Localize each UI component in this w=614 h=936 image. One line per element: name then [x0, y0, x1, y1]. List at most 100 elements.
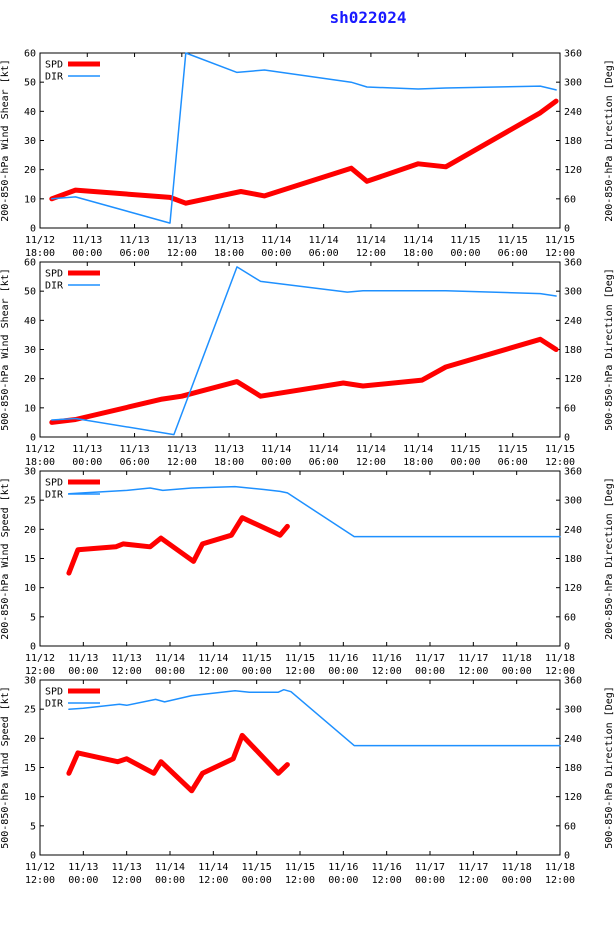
panel-1-x-tick-label-time: 00:00 [450, 248, 480, 259]
panel-3-x-tick-label-time: 00:00 [415, 666, 445, 677]
panel-1-left-tick-label: 20 [24, 165, 36, 176]
panel-4-left-tick-label: 20 [24, 734, 36, 745]
panel-1-x-tick-label-time: 12:00 [356, 248, 386, 259]
panel-1-x-tick-label-date: 11/14 [356, 235, 386, 246]
panel-3-x-tick-label-time: 12:00 [112, 666, 142, 677]
panel-3-x-tick-label-time: 12:00 [198, 666, 228, 677]
panel-2-x-tick-label-date: 11/13 [72, 444, 102, 455]
panel-4-x-tick-label-date: 11/12 [25, 862, 55, 873]
panel-3-legend-spd-label: SPD [45, 478, 63, 489]
panel-1-left-tick-label: 30 [24, 136, 36, 147]
panel-2-x-tick-label-time: 18:00 [25, 457, 55, 468]
panel-1-x-tick-label-time: 06:00 [498, 248, 528, 259]
panel-3-x-tick-label-date: 11/12 [25, 653, 55, 664]
panel-3-x-tick-label-time: 12:00 [285, 666, 315, 677]
panel-3-x-tick-label-date: 11/18 [502, 653, 532, 664]
panel-4-x-tick-label-date: 11/13 [112, 862, 142, 873]
panel-3-left-tick-label: 10 [24, 583, 36, 594]
panel-4-frame [39, 679, 561, 856]
panel-4-x-tick-label-date: 11/16 [372, 862, 402, 873]
panel-1-x-tick-label-time: 12:00 [545, 248, 575, 259]
panel-1-legend-spd-label: SPD [45, 60, 63, 71]
panel-1-x-tick-label-date: 11/13 [214, 235, 244, 246]
panel-2-x-tick-label-time: 18:00 [214, 457, 244, 468]
panel-3-left-tick-label: 5 [30, 612, 36, 623]
panel-1-series-spd-line [49, 98, 559, 206]
panel-3-x-tick-label-date: 11/15 [242, 653, 272, 664]
panel-3-x-tick-label-date: 11/18 [545, 653, 575, 664]
panel-2-x-tick-label-time: 06:00 [498, 457, 528, 468]
panel-4-x-tick-label-time: 12:00 [25, 875, 55, 886]
panel-2-right-tick-label: 180 [564, 345, 582, 356]
panel-1-series-dir-line [51, 52, 557, 224]
panel-2-left-tick-label: 0 [30, 433, 36, 444]
panel-3-series-spd-line [66, 515, 290, 576]
panel-2-left-tick-label: 50 [24, 287, 36, 298]
panel-1-x-tick-label-date: 11/12 [25, 235, 55, 246]
panel-4-x-tick-label-date: 11/18 [545, 862, 575, 873]
chart-title: sh022024 [329, 8, 407, 27]
panel-4-x-tick-label-time: 00:00 [155, 875, 185, 886]
panel-4-left-tick-label: 25 [24, 705, 36, 716]
panel-2-x-tick-label-date: 11/15 [545, 444, 575, 455]
panel-1-left-tick-label: 0 [30, 224, 36, 235]
panel-4-right-axis-label: 500-850-hPa Direction [Deg] [604, 686, 614, 849]
panel-4-x-tick-label-date: 11/14 [155, 862, 185, 873]
panel-4-x-tick-label-time: 12:00 [285, 875, 315, 886]
panel-4-right-tick-label: 240 [564, 734, 582, 745]
panel-3-x-tick-label-time: 00:00 [328, 666, 358, 677]
panel-1-x-tick-label-time: 18:00 [214, 248, 244, 259]
panel-4-left-tick-label: 15 [24, 763, 36, 774]
panel-2-legend-spd-label: SPD [45, 269, 63, 280]
panel-4-series-dir-line [68, 688, 561, 747]
panel-1-x-tick-label-time: 18:00 [403, 248, 433, 259]
panel-4-x-tick-label-time: 12:00 [198, 875, 228, 886]
panel-3-right-tick-label: 240 [564, 525, 582, 536]
panel-2-x-tick-label-date: 11/14 [356, 444, 386, 455]
panel-4-x-tick-label-date: 11/16 [328, 862, 358, 873]
panel-4-x-tick-label-time: 12:00 [112, 875, 142, 886]
panel-4-legend-spd-label: SPD [45, 687, 63, 698]
panel-3-x-tick-label-time: 12:00 [25, 666, 55, 677]
panel-2-right-tick-label: 60 [564, 403, 576, 414]
panel-2-x-tick-label-date: 11/13 [119, 444, 149, 455]
panel-1-left-tick-label: 10 [24, 194, 36, 205]
panel-2-right-axis-label: 500-850-hPa Direction [Deg] [604, 268, 614, 431]
panel-4-right-tick-label: 0 [564, 851, 570, 862]
panel-4-left-axis-label: 500-850-hPa Wind Speed [kt] [0, 686, 11, 849]
panel-1-x-tick-label-time: 06:00 [119, 248, 149, 259]
panel-4-left-tick-label: 0 [30, 851, 36, 862]
panel-4-legend-dir-label: DIR [45, 699, 64, 710]
panel-3-x-tick-label-time: 00:00 [155, 666, 185, 677]
panel-3-frame [39, 470, 561, 647]
panel-3-x-tick-label-time: 12:00 [372, 666, 402, 677]
panel-2-x-tick-label-time: 00:00 [72, 457, 102, 468]
panel-1-left-tick-label: 60 [24, 49, 36, 60]
panel-3-x-tick-label-date: 11/16 [328, 653, 358, 664]
panel-1-x-tick-label-time: 06:00 [309, 248, 339, 259]
panel-1-x-tick-label-date: 11/15 [498, 235, 528, 246]
panel-4-right-tick-label: 300 [564, 705, 582, 716]
panel-2-x-tick-label-date: 11/12 [25, 444, 55, 455]
panel-2-legend-dir-label: DIR [45, 281, 64, 292]
panel-1-right-tick-label: 180 [564, 136, 582, 147]
panel-1-x-tick-label-date: 11/15 [450, 235, 480, 246]
panel-2-x-tick-label-time: 12:00 [545, 457, 575, 468]
panel-2-left-tick-label: 60 [24, 258, 36, 269]
panel-2-right-tick-label: 300 [564, 287, 582, 298]
panel-1-right-axis-label: 200-850-hPa Direction [Deg] [604, 59, 614, 222]
panel-4-x-tick-label-time: 00:00 [328, 875, 358, 886]
panel-2-x-tick-label-time: 12:00 [167, 457, 197, 468]
panel-3-series-dir-line [68, 485, 561, 538]
panel-3-x-tick-label-date: 11/13 [68, 653, 98, 664]
panel-2-x-tick-label-time: 18:00 [403, 457, 433, 468]
panel-2-left-tick-label: 20 [24, 374, 36, 385]
panel-4-left-tick-label: 5 [30, 821, 36, 832]
panel-1-x-tick-label-date: 11/13 [167, 235, 197, 246]
panel-3-x-tick-label-date: 11/13 [112, 653, 142, 664]
panel-4-series-spd-line [66, 732, 290, 794]
panel-1-x-tick-label-date: 11/14 [309, 235, 339, 246]
panel-3-x-tick-label-date: 11/16 [372, 653, 402, 664]
panel-3-x-tick-label-time: 12:00 [458, 666, 488, 677]
panel-2-x-tick-label-date: 11/15 [450, 444, 480, 455]
